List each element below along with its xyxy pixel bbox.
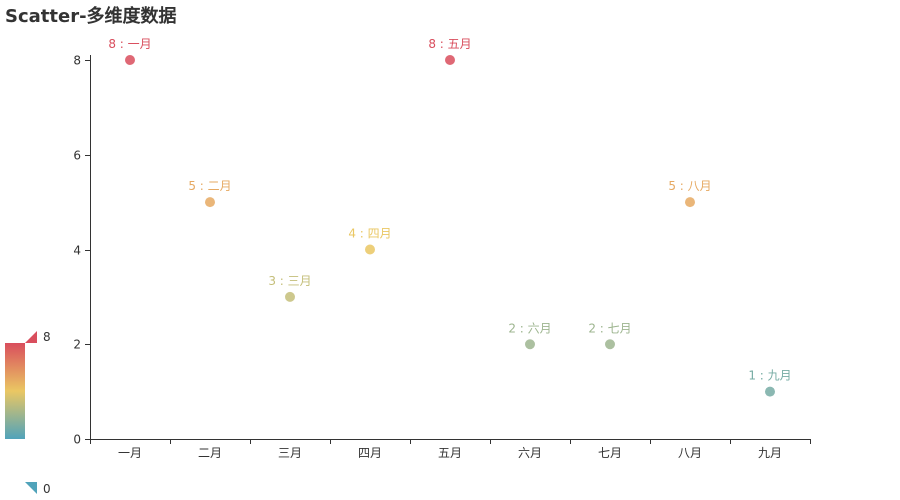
axes: 0 2 4 6 8 一月 二月 三月 四月 五月 六月 七月 八月 九月 bbox=[73, 54, 811, 460]
visual-map-min-handle[interactable] bbox=[25, 482, 37, 494]
y-tick-label: 4 bbox=[73, 244, 81, 258]
data-label: 5 : 八月 bbox=[668, 179, 711, 193]
scatter-point[interactable] bbox=[125, 55, 135, 65]
scatter-point[interactable] bbox=[205, 197, 215, 208]
y-tick-label: 2 bbox=[73, 338, 81, 352]
data-label: 5 : 二月 bbox=[188, 179, 231, 193]
x-tick-label: 二月 bbox=[198, 446, 222, 460]
data-label: 8 : 五月 bbox=[428, 37, 471, 51]
scatter-point[interactable] bbox=[445, 55, 455, 65]
data-points bbox=[125, 55, 775, 397]
visual-map-max-handle[interactable] bbox=[25, 331, 37, 343]
data-label: 8 : 一月 bbox=[108, 37, 151, 51]
scatter-point[interactable] bbox=[685, 197, 695, 208]
data-label: 2 : 六月 bbox=[508, 321, 551, 335]
visual-map-min-label: 0 bbox=[43, 482, 51, 496]
x-tick-label: 五月 bbox=[438, 446, 462, 460]
y-tick-label: 0 bbox=[73, 433, 81, 447]
visual-map-bar[interactable] bbox=[5, 343, 25, 439]
visual-map-max-label: 8 bbox=[43, 330, 51, 344]
data-labels: 8 : 一月 5 : 二月 3 : 三月 4 : 四月 8 : 五月 2 : 六月 2 : … bbox=[108, 37, 791, 383]
x-tick-label: 六月 bbox=[518, 446, 542, 460]
data-label: 1 : 九月 bbox=[748, 369, 791, 383]
x-tick-label: 九月 bbox=[758, 446, 782, 460]
data-label: 3 : 三月 bbox=[268, 274, 311, 288]
scatter-point[interactable] bbox=[285, 291, 295, 302]
y-tick-label: 8 bbox=[73, 54, 81, 68]
scatter-point[interactable] bbox=[765, 386, 775, 397]
chart-title: Scatter-多维度数据 bbox=[5, 6, 177, 27]
x-tick-label: 一月 bbox=[118, 446, 142, 460]
x-tick-label: 七月 bbox=[598, 446, 622, 460]
x-tick-label: 三月 bbox=[278, 446, 302, 460]
scatter-point[interactable] bbox=[605, 339, 615, 350]
y-tick-label: 6 bbox=[73, 149, 81, 163]
visual-map[interactable]: 8 0 bbox=[5, 330, 51, 496]
x-tick-label: 八月 bbox=[678, 446, 702, 460]
data-label: 4 : 四月 bbox=[348, 227, 391, 241]
x-tick-label: 四月 bbox=[358, 446, 382, 460]
scatter-point[interactable] bbox=[525, 339, 535, 350]
scatter-point[interactable] bbox=[365, 244, 375, 255]
data-label: 2 : 七月 bbox=[588, 321, 631, 335]
